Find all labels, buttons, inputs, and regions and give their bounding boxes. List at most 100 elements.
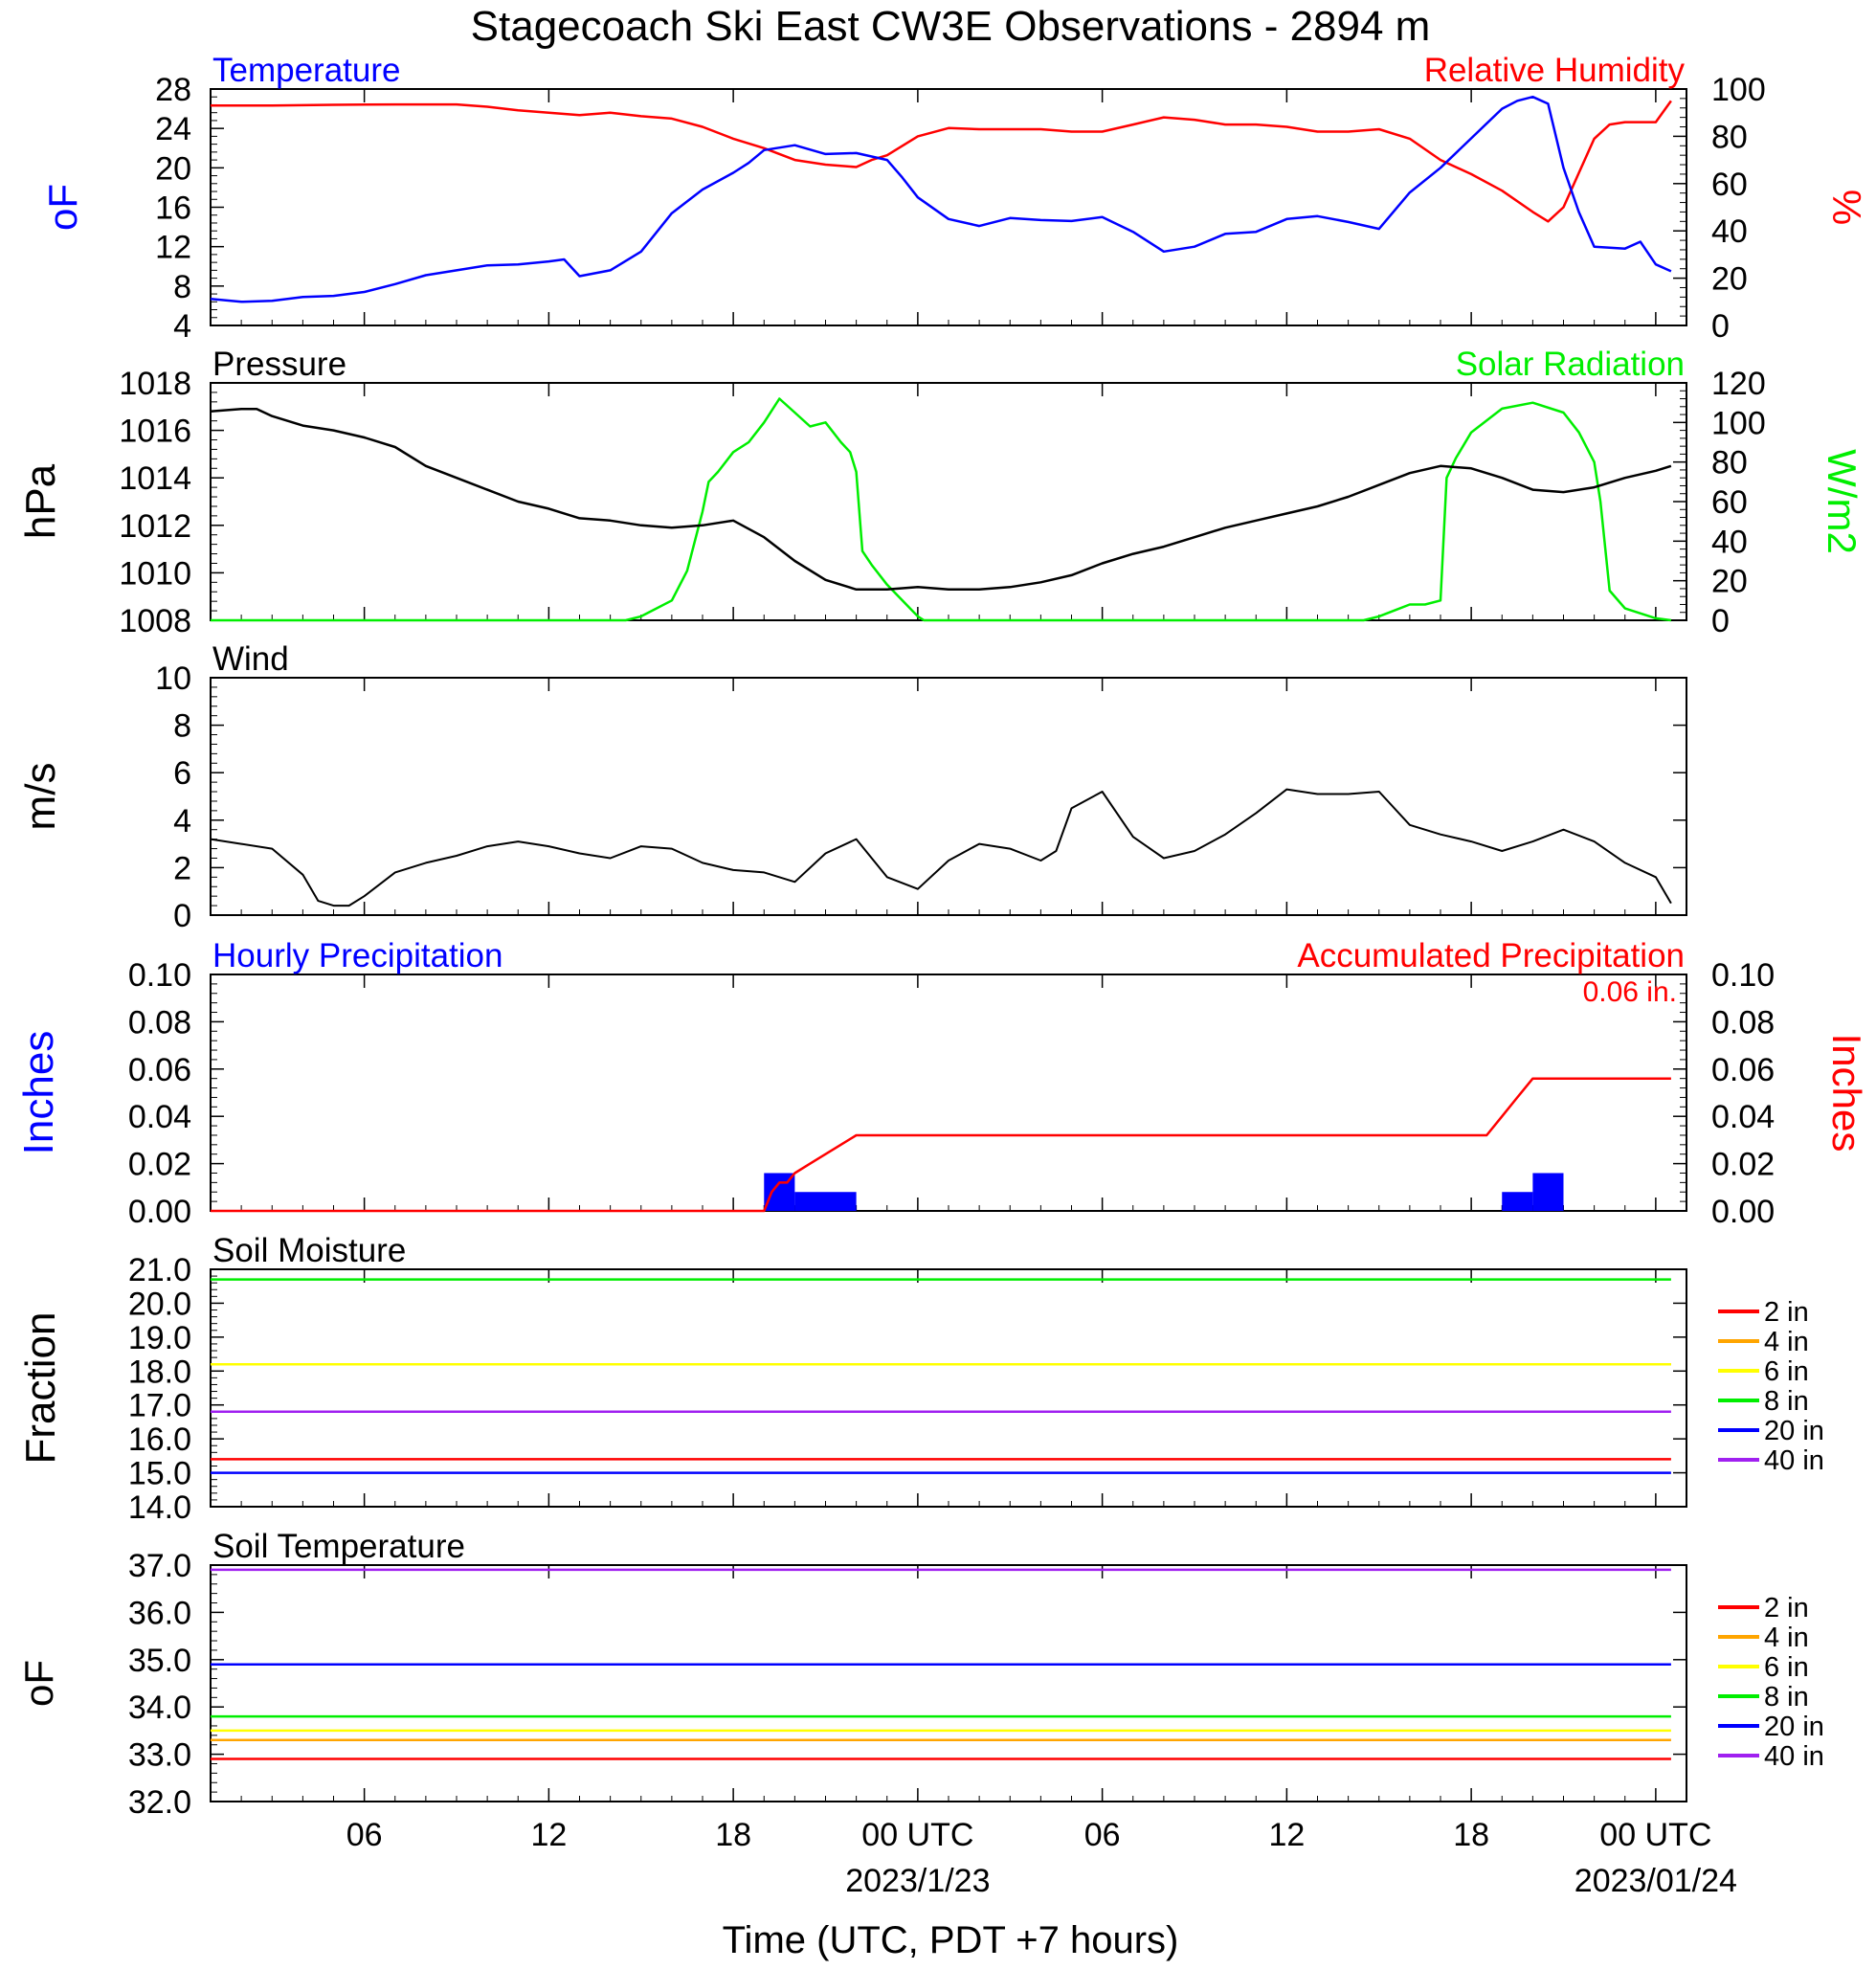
- precip-bar: [794, 1192, 826, 1211]
- y-axis-label-left: Fraction: [17, 1312, 64, 1465]
- y-tick-label: 32.0: [128, 1784, 191, 1821]
- precip-bar: [1532, 1173, 1564, 1211]
- legend-label: 8 in: [1764, 1682, 1809, 1713]
- y-tick-label: 14.0: [128, 1489, 191, 1526]
- y-tick-label: 19.0: [128, 1320, 191, 1356]
- x-tick-label: 18: [1453, 1817, 1489, 1853]
- y-tick-label: 12: [155, 230, 191, 266]
- y-axis-label-left: oF: [16, 1660, 61, 1707]
- y-tick-label-right: 0.10: [1711, 957, 1775, 994]
- accumulated-total-label: 0.06 in.: [1583, 976, 1677, 1008]
- panel-title-right: Solar Radiation: [1456, 346, 1685, 383]
- x-tick-date-label: 2023/1/23: [845, 1863, 990, 1899]
- legend-label: 4 in: [1764, 1623, 1809, 1653]
- y-tick-label: 1014: [119, 460, 191, 497]
- y-tick-label: 16.0: [128, 1422, 191, 1458]
- series-relative-humidity: [211, 100, 1672, 223]
- x-tick-date-label: 2023/01/24: [1574, 1863, 1737, 1899]
- y-tick-label: 0.04: [128, 1099, 191, 1135]
- x-tick-label: 12: [530, 1817, 567, 1853]
- y-tick-label-right: 120: [1711, 366, 1766, 402]
- panel-title-left: Pressure: [212, 346, 346, 383]
- y-tick-label-right: 20: [1711, 261, 1748, 298]
- y-tick-label: 0.08: [128, 1004, 191, 1041]
- y-tick-label: 36.0: [128, 1595, 191, 1631]
- y-tick-label-right: 0.00: [1711, 1194, 1775, 1230]
- y-tick-label: 20.0: [128, 1286, 191, 1322]
- panel-frame: [210, 1564, 1687, 1802]
- y-tick-label-right: 0.02: [1711, 1147, 1775, 1183]
- y-tick-label: 1016: [119, 414, 191, 450]
- y-tick-label: 37.0: [128, 1548, 191, 1584]
- y-tick-label: 6: [173, 755, 191, 792]
- y-tick-label: 0: [173, 898, 191, 934]
- y-axis-label-left: hPa: [17, 463, 64, 539]
- y-tick-label: 35.0: [128, 1643, 191, 1679]
- legend-label: 40 in: [1764, 1445, 1824, 1476]
- series-solar-radiation: [211, 397, 1672, 622]
- y-tick-label: 4: [173, 803, 191, 839]
- y-tick-label: 1012: [119, 508, 191, 545]
- series-pressure: [210, 408, 1672, 592]
- y-axis-label-left: m/s: [17, 763, 64, 831]
- series-wind-speed: [210, 788, 1672, 907]
- x-tick-label: 00 UTC: [1599, 1817, 1711, 1853]
- x-axis-label: Time (UTC, PDT +7 hours): [723, 1919, 1179, 1961]
- y-tick-label: 15.0: [128, 1456, 191, 1492]
- x-tick-label: 06: [1084, 1817, 1121, 1853]
- panel-frame: [210, 88, 1687, 326]
- legend-label: 20 in: [1764, 1712, 1824, 1742]
- y-tick-label-right: 40: [1711, 524, 1748, 560]
- legend-label: 40 in: [1764, 1741, 1824, 1772]
- y-tick-label-right: 0.04: [1711, 1099, 1775, 1135]
- y-tick-label: 21.0: [128, 1252, 191, 1288]
- y-tick-label-right: 0: [1711, 308, 1730, 345]
- y-tick-label: 1018: [119, 366, 191, 402]
- y-tick-label: 18.0: [128, 1354, 191, 1390]
- y-tick-label-right: 80: [1711, 119, 1748, 155]
- y-axis-label-left: oF: [40, 184, 85, 231]
- series-accumulated-precipitation: [211, 1077, 1671, 1213]
- y-tick-label-right: 60: [1711, 167, 1748, 203]
- y-tick-label-right: 100: [1711, 72, 1766, 108]
- y-tick-label-right: 0.08: [1711, 1004, 1775, 1041]
- y-tick-label: 10: [155, 660, 191, 697]
- y-tick-label-right: 20: [1711, 564, 1748, 600]
- y-tick-label: 28: [155, 72, 191, 108]
- y-tick-label-right: 0.06: [1711, 1052, 1775, 1088]
- legend-label: 2 in: [1764, 1593, 1809, 1623]
- legend-label: 8 in: [1764, 1386, 1809, 1417]
- panel-title-left: Temperature: [212, 52, 400, 89]
- y-tick-label: 34.0: [128, 1690, 191, 1726]
- y-tick-label: 33.0: [128, 1737, 191, 1774]
- y-tick-label: 4: [173, 308, 191, 345]
- panel-frame: [210, 1268, 1687, 1508]
- y-tick-label: 0.02: [128, 1147, 191, 1183]
- y-tick-label: 0.00: [128, 1194, 191, 1230]
- panel-frame: [210, 382, 1687, 621]
- x-tick-label: 12: [1268, 1817, 1305, 1853]
- y-tick-label-right: 100: [1711, 405, 1766, 441]
- y-tick-label: 1010: [119, 555, 191, 592]
- panel-frame: [210, 677, 1687, 916]
- panel-title-left: Soil Moisture: [212, 1232, 406, 1269]
- y-tick-label-right: 40: [1711, 213, 1748, 250]
- y-tick-label: 8: [173, 708, 191, 745]
- x-tick-label: 06: [346, 1817, 383, 1853]
- panel-title-left: Hourly Precipitation: [212, 937, 502, 974]
- y-tick-label: 24: [155, 111, 191, 147]
- y-tick-label: 8: [173, 269, 191, 305]
- panel-title-right: Relative Humidity: [1424, 52, 1686, 89]
- legend-label: 6 in: [1764, 1652, 1809, 1683]
- y-axis-label-right: Inches: [1824, 1034, 1869, 1153]
- panel-frame: [210, 974, 1687, 1212]
- y-axis-label-right: W/m2: [1820, 449, 1865, 554]
- series-temperature: [210, 95, 1672, 303]
- panel-title-left: Wind: [212, 640, 289, 678]
- y-axis-label-left: Inches: [15, 1031, 62, 1155]
- panel-title-left: Soil Temperature: [212, 1528, 465, 1565]
- y-tick-label: 0.10: [128, 957, 191, 994]
- y-tick-label-right: 60: [1711, 484, 1748, 521]
- y-tick-label: 1008: [119, 603, 191, 639]
